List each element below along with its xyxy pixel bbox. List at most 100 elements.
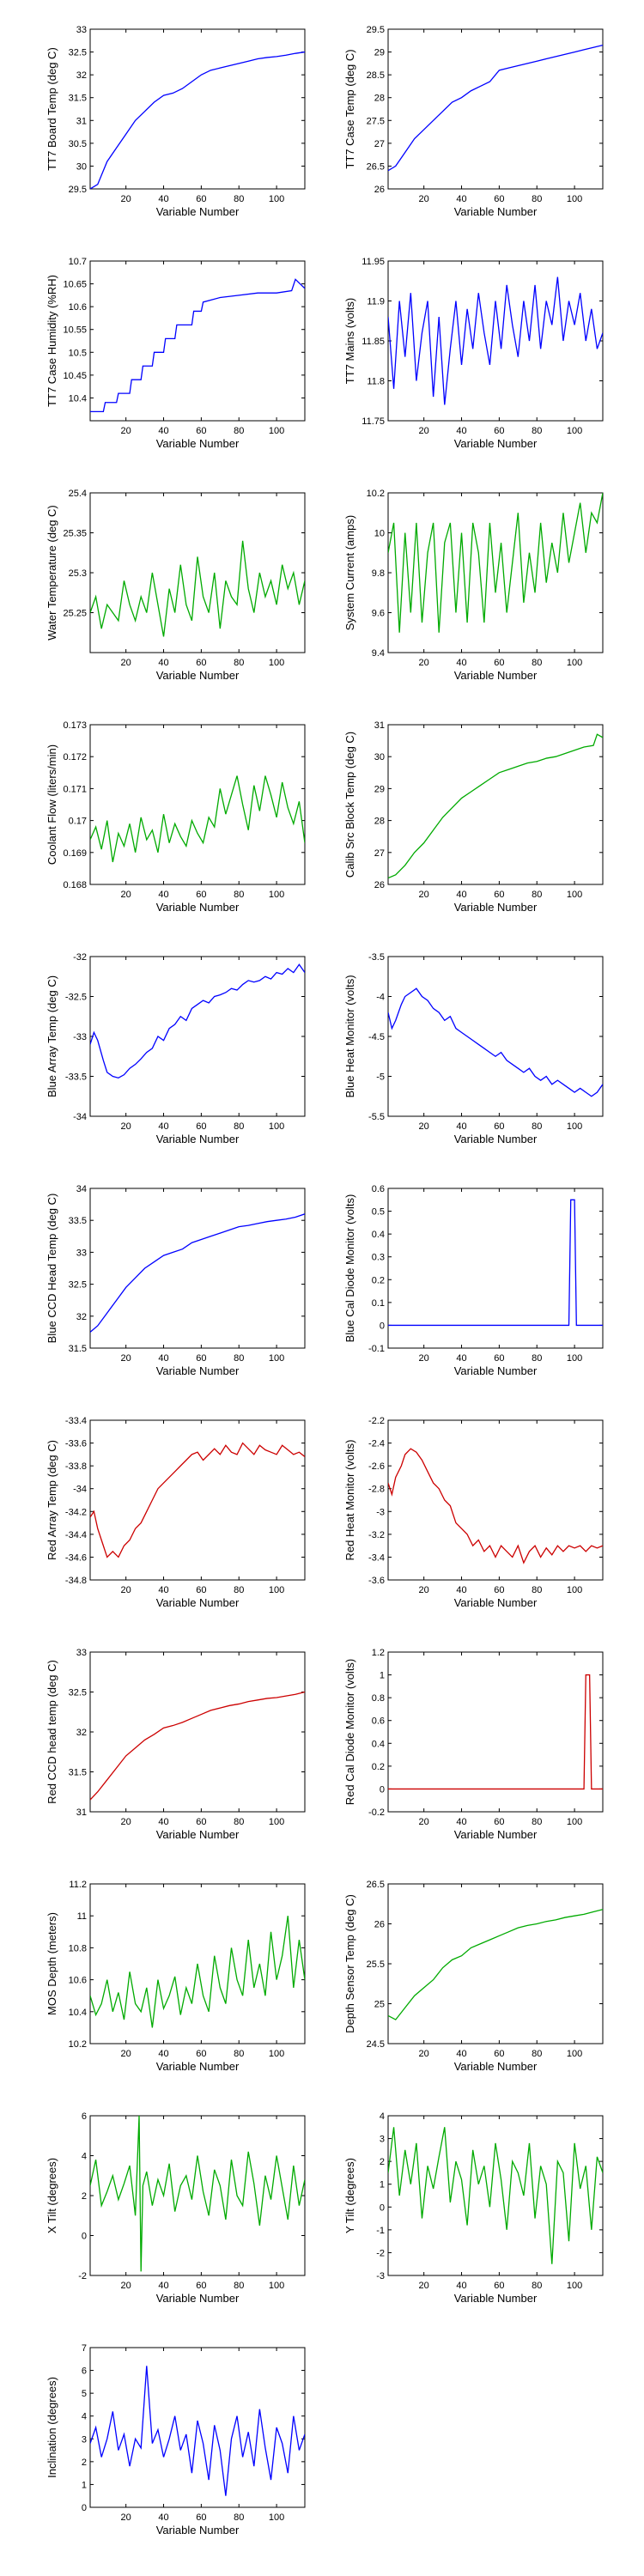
y-tick-label: -34 xyxy=(73,1485,87,1495)
y-tick-label: -2 xyxy=(376,2248,385,2258)
y-axis-label: TT7 Board Temp (deg C) xyxy=(46,47,58,171)
y-tick-label: 0.6 xyxy=(372,1716,385,1727)
x-tick-label: 60 xyxy=(196,1353,206,1364)
y-tick-label: 0 xyxy=(380,2202,385,2213)
y-tick-label: 6 xyxy=(82,2111,87,2122)
y-tick-label: 11 xyxy=(77,1911,87,1922)
x-axis-label: Variable Number xyxy=(156,1596,240,1609)
series-line xyxy=(90,2116,305,2272)
x-tick-label: 40 xyxy=(456,890,466,900)
x-tick-label: 40 xyxy=(158,1817,168,1827)
y-tick-label: 26.5 xyxy=(367,161,385,172)
chart-13: 20 40 60 80 100 -3.6 -3.4 -3.2 -3 -2.8 -2.6 -2.4 -2.… xyxy=(343,1416,604,1609)
chart-panel-13: 20 40 60 80 100 -3.6 -3.4 -3.2 -3 -2.8 -2.6 -2.4 -2.… xyxy=(311,1412,611,1623)
x-tick-label: 20 xyxy=(121,426,131,436)
y-axis-label: Depth Sensor Temp (deg C) xyxy=(343,1894,356,2033)
x-tick-label: 40 xyxy=(456,426,466,436)
y-tick-label: 2 xyxy=(82,2191,87,2202)
y-tick-label: 0.168 xyxy=(63,880,87,890)
y-tick-label: 0 xyxy=(82,2232,87,2242)
chart-panel-6: 20 40 60 80 100 0.168 0.169 0.17 0.171 0.172 0.173… xyxy=(13,716,313,927)
series-line xyxy=(90,2366,305,2496)
y-tick-label: 10.8 xyxy=(69,1943,87,1953)
x-tick-label: 80 xyxy=(532,658,542,668)
y-tick-label: 33 xyxy=(76,1648,87,1658)
y-tick-label: 5 xyxy=(82,2389,87,2399)
series-line xyxy=(90,540,305,637)
y-tick-label: -34.2 xyxy=(65,1507,87,1517)
chart-panel-19: 20 40 60 80 100 -3 -2 -1 0 1 2 3 4 Variable Number Y T… xyxy=(311,2107,611,2318)
y-tick-label: 1 xyxy=(380,2180,385,2190)
series-line xyxy=(388,1448,603,1564)
x-tick-label: 40 xyxy=(456,658,466,668)
chart-panel-9: 20 40 60 80 100 -5.5 -5 -4.5 -4 -3.5 Variable Numb… xyxy=(311,948,611,1159)
x-tick-label: 20 xyxy=(121,2512,131,2523)
x-tick-label: 20 xyxy=(419,426,429,436)
plot-frame xyxy=(89,724,306,885)
chart-16: 20 40 60 80 100 10.2 10.4 10.6 10.8 11 11.2 Variabl… xyxy=(46,1880,306,2073)
y-tick-label: -33.6 xyxy=(65,1439,87,1449)
chart-panel-12: 20 40 60 80 100 -34.8 -34.6 -34.4 -34.2 -34 -33.8 -… xyxy=(13,1412,313,1623)
y-tick-label: 0.4 xyxy=(372,1230,385,1240)
y-tick-label: 31 xyxy=(374,720,385,731)
x-tick-label: 20 xyxy=(121,1353,131,1364)
y-tick-label: 0.4 xyxy=(372,1739,385,1749)
y-tick-label: 0.3 xyxy=(372,1253,385,1263)
y-tick-label: -0.1 xyxy=(368,1344,385,1354)
y-tick-label: -0.2 xyxy=(368,1807,385,1818)
x-tick-label: 60 xyxy=(196,2049,206,2059)
x-tick-label: 80 xyxy=(234,658,244,668)
x-axis-label: Variable Number xyxy=(156,205,240,218)
y-tick-label: 9.6 xyxy=(372,609,385,619)
plot-frame xyxy=(89,492,306,653)
x-tick-label: 100 xyxy=(567,1585,582,1595)
x-tick-label: 80 xyxy=(532,426,542,436)
x-tick-label: 80 xyxy=(234,2281,244,2291)
chart-18: 20 40 60 80 100 -2 0 2 4 6 Variable Number X Tilt (… xyxy=(46,2111,306,2305)
series-line xyxy=(388,733,603,879)
y-tick-label: 10.55 xyxy=(63,325,87,336)
x-tick-label: 40 xyxy=(158,426,168,436)
x-tick-label: 60 xyxy=(196,658,206,668)
x-tick-label: 100 xyxy=(269,1817,284,1827)
series-line xyxy=(90,1213,305,1333)
y-axis-label: Blue Cal Diode Monitor (volts) xyxy=(343,1194,356,1343)
plot-frame xyxy=(89,260,306,422)
y-tick-label: 30.5 xyxy=(69,139,87,149)
y-tick-label: 0 xyxy=(82,2503,87,2513)
y-tick-label: 3 xyxy=(82,2434,87,2445)
y-axis-label: System Current (amps) xyxy=(343,515,356,630)
x-tick-label: 40 xyxy=(456,1817,466,1827)
x-tick-label: 80 xyxy=(532,890,542,900)
y-tick-label: 0.5 xyxy=(372,1207,385,1218)
x-tick-label: 60 xyxy=(196,2512,206,2523)
series-line xyxy=(90,51,305,189)
chart-panel-20: 20 40 60 80 100 0 1 2 3 4 5 6 7 Variable Number Inclin… xyxy=(13,2339,313,2550)
x-tick-label: 20 xyxy=(419,2049,429,2059)
y-tick-label: 2 xyxy=(380,2157,385,2167)
x-tick-label: 100 xyxy=(567,194,582,204)
x-tick-label: 20 xyxy=(419,194,429,204)
chart-1: 20 40 60 80 100 26 26.5 27 27.5 28 28.5 29 29.5 Varia… xyxy=(343,25,604,218)
x-tick-label: 40 xyxy=(158,1121,168,1132)
chart-4: 20 40 60 80 100 25.25 25.3 25.35 25.4 Variable Nu… xyxy=(46,489,306,682)
chart-panel-0: 20 40 60 80 100 29.5 30 30.5 31 31.5 32 32.5 33 Varia… xyxy=(13,21,313,232)
plot-frame xyxy=(89,2347,306,2508)
y-tick-label: 33 xyxy=(76,25,87,35)
plot-frame xyxy=(89,28,306,190)
plot-frame xyxy=(387,1883,604,2044)
y-tick-label: -3 xyxy=(376,1507,385,1517)
x-tick-label: 40 xyxy=(456,2049,466,2059)
x-tick-label: 60 xyxy=(196,1817,206,1827)
x-tick-label: 20 xyxy=(419,1121,429,1132)
chart-0: 20 40 60 80 100 29.5 30 30.5 31 31.5 32 32.5 33 Varia… xyxy=(46,25,306,218)
x-tick-label: 100 xyxy=(567,2281,582,2291)
x-tick-label: 80 xyxy=(234,2512,244,2523)
x-tick-label: 100 xyxy=(567,2049,582,2059)
chart-5: 20 40 60 80 100 9.4 9.6 9.8 10 10.2 Variable Numbe… xyxy=(343,489,604,682)
x-tick-label: 40 xyxy=(158,2049,168,2059)
x-tick-label: 100 xyxy=(567,658,582,668)
series-line xyxy=(90,775,305,863)
plot-frame xyxy=(89,1419,306,1581)
y-tick-label: 25.3 xyxy=(69,568,87,579)
